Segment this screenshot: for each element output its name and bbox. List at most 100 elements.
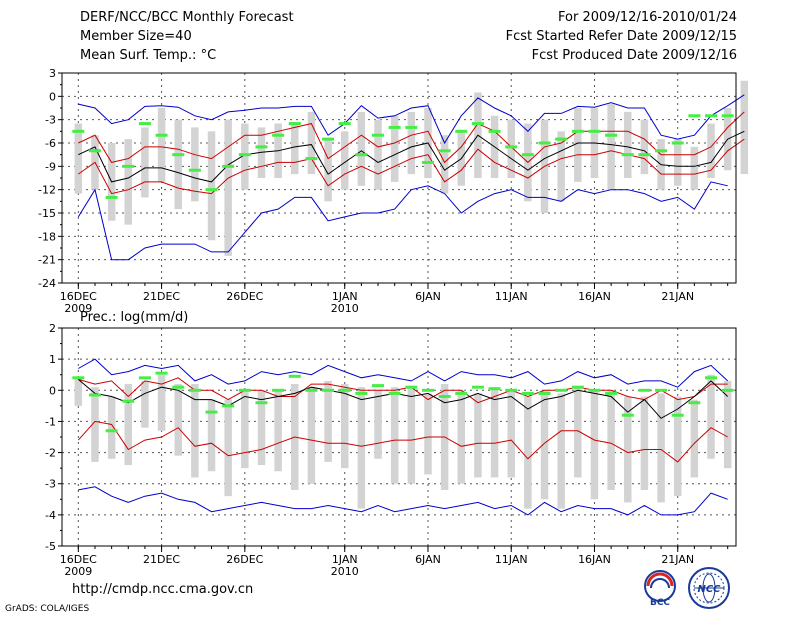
temp-box xyxy=(340,131,349,190)
temp-ytick-label: -21 xyxy=(38,254,56,267)
prec-box xyxy=(324,380,332,462)
prec-box xyxy=(374,390,382,459)
temp-box xyxy=(324,139,332,202)
prec-box xyxy=(124,384,133,466)
prec-q25-line xyxy=(77,420,728,463)
temp-min-line xyxy=(77,181,728,261)
temp-box xyxy=(207,131,216,241)
prec-ytick-label: -4 xyxy=(45,509,56,522)
member-size-label: Member Size=40 xyxy=(80,29,192,44)
prec-box xyxy=(241,390,249,469)
temp-xtick-year: 2010 xyxy=(331,302,359,315)
prec-ytick-label: 0 xyxy=(49,384,56,397)
prec-box xyxy=(74,377,83,406)
prec-box xyxy=(590,390,599,500)
prec-box xyxy=(490,387,499,478)
temp-ytick-label: -18 xyxy=(38,230,56,243)
prec-box xyxy=(723,380,732,469)
prec-xtick-label: 1JAN xyxy=(332,553,358,566)
prec-box xyxy=(557,393,565,509)
prec-box xyxy=(574,387,582,478)
temp-ytick-label: -3 xyxy=(45,114,56,127)
figure-title: DERF/NCC/BCC Monthly Forecast xyxy=(80,10,294,25)
temp-median-line xyxy=(78,130,745,183)
prec-min-line xyxy=(78,486,728,516)
bcc-logo: BCC xyxy=(644,570,676,608)
prec-box xyxy=(424,393,432,475)
temp-box xyxy=(507,119,515,178)
prec-xtick-label: 6JAN xyxy=(415,553,441,566)
temp-xtick-label: 21JAN xyxy=(661,290,694,303)
temp-box xyxy=(307,111,316,175)
temp-box xyxy=(191,127,199,202)
prec-frame xyxy=(61,327,737,547)
prec-box xyxy=(690,399,699,478)
prec-xtick-year: 2010 xyxy=(331,565,359,578)
temp-box xyxy=(607,104,615,190)
prec-ytick-label: -2 xyxy=(45,447,56,460)
temp-box xyxy=(124,139,133,225)
temp-xtick-label: 11JAN xyxy=(495,290,528,303)
prec-box xyxy=(474,393,482,478)
prec-box xyxy=(107,396,116,459)
prec-box xyxy=(141,380,149,428)
temp-box xyxy=(557,131,565,202)
prec-box xyxy=(91,387,99,462)
temp-box xyxy=(740,80,749,175)
source-url[interactable]: http://cmdp.ncc.cma.gov.cn xyxy=(72,582,254,597)
prec-box xyxy=(707,374,715,459)
temp-xtick-label: 21DEC xyxy=(143,290,180,303)
prec-box xyxy=(657,393,665,503)
prec-xtick-label: 16JAN xyxy=(578,553,611,566)
prec-box xyxy=(257,390,266,466)
temp-xtick-label: 16JAN xyxy=(578,290,611,303)
temp-box xyxy=(241,123,249,190)
prec-xtick-label: 16DEC xyxy=(60,553,97,566)
temp-ytick-label: 3 xyxy=(49,67,56,80)
started-date-label: Fcst Started Refer Date 2009/12/15 xyxy=(505,29,737,44)
prec-xtick-label: 26DEC xyxy=(226,553,263,566)
temp-box xyxy=(141,127,149,198)
temp-ytick-label: -12 xyxy=(38,184,56,197)
prec-box xyxy=(191,384,199,478)
temp-ytick-label: -15 xyxy=(38,207,56,220)
prec-box xyxy=(207,399,216,472)
temp-xtick-label: 6JAN xyxy=(415,290,441,303)
prec-box xyxy=(224,399,232,497)
temp-ytick-label: -6 xyxy=(45,137,56,150)
bcc-logo-text: BCC xyxy=(650,598,670,608)
temp-box xyxy=(690,146,699,190)
temp-max-line xyxy=(78,94,745,145)
temp-ytick-label: 0 xyxy=(49,90,56,103)
prec-q75-line xyxy=(78,377,728,404)
prec-box xyxy=(640,396,649,490)
prec-box xyxy=(524,396,532,509)
prec-ytick-label: 1 xyxy=(49,353,56,366)
temp-xtick-year: 2009 xyxy=(64,302,92,315)
prec-box xyxy=(624,396,632,503)
temp-box xyxy=(673,139,682,186)
prec-ytick-label: -3 xyxy=(45,478,56,491)
temp-box xyxy=(640,119,649,175)
temp-box xyxy=(157,108,166,182)
prec-ytick-label: 2 xyxy=(49,322,56,335)
temp-xtick-label: 16DEC xyxy=(60,290,97,303)
temp-box xyxy=(440,135,449,194)
prec-box xyxy=(157,374,166,431)
prec-panel-title: Prec.: log(mm/d) xyxy=(80,310,188,325)
prec-box xyxy=(507,390,515,478)
prec-xtick-year: 2009 xyxy=(64,565,92,578)
variable-label: Mean Surf. Temp.: °C xyxy=(80,48,217,63)
temp-box xyxy=(574,108,582,182)
prec-ytick-label: -5 xyxy=(45,540,56,553)
temp-box xyxy=(390,115,399,182)
prec-box xyxy=(357,387,366,509)
temp-ytick-label: -9 xyxy=(45,160,56,173)
temp-xtick-label: 26DEC xyxy=(226,290,263,303)
temp-box xyxy=(374,119,382,190)
prec-box xyxy=(540,390,549,500)
prec-xtick-label: 21DEC xyxy=(143,553,180,566)
forecast-range-label: For 2009/12/16-2010/01/24 xyxy=(558,10,737,25)
temp-box xyxy=(407,111,416,175)
